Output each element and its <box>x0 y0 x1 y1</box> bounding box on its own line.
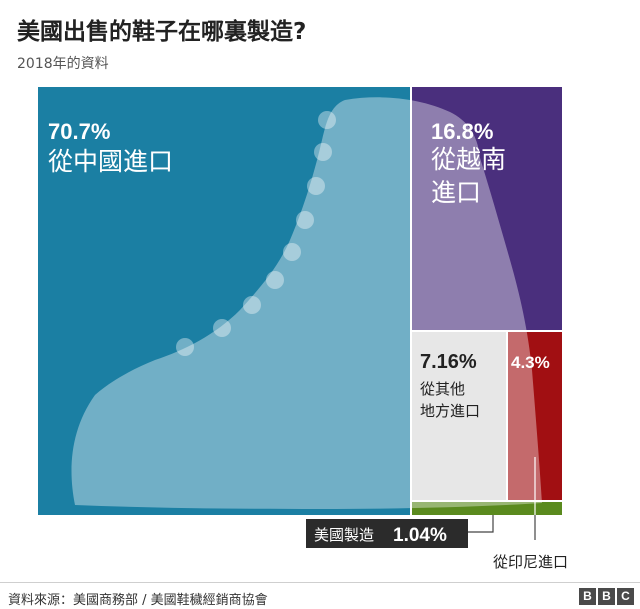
source-note: 資料來源：美國商務部 / 美國鞋穢經銷商協會 <box>8 593 268 608</box>
tile-other <box>411 331 507 501</box>
logo-letter-3: C <box>617 588 634 605</box>
chart-subtitle: 2018年的資料 <box>17 56 109 72</box>
label-other-pct: 7.16% <box>420 351 477 373</box>
tile-vietnam <box>411 87 562 331</box>
bbc-logo: B B C <box>579 588 634 605</box>
label-indonesia-pct: 4.3% <box>511 353 550 372</box>
tile-usa <box>411 501 562 515</box>
label-indonesia-name: 從印尼進口 <box>493 553 568 571</box>
chart-title: 美國出售的鞋子在哪裏製造? <box>17 19 307 45</box>
usa-callout-box <box>306 519 468 548</box>
footer-divider <box>0 582 640 583</box>
logo-letter-1: B <box>579 588 596 605</box>
label-china-pct: 70.7% <box>48 119 110 144</box>
boot-silhouette <box>71 97 542 510</box>
tile-china <box>38 87 411 515</box>
treemap-chart: 70.7% 從中國進口 16.8% 從越南 進口 7.16% 從其他 地方進口 … <box>38 87 568 571</box>
label-usa-pct: 1.04% <box>393 525 447 546</box>
logo-letter-2: B <box>598 588 615 605</box>
label-usa-name: 美國製造 <box>314 526 374 544</box>
label-other-name: 從其他 地方進口 <box>420 380 480 420</box>
label-vietnam-name: 從越南 進口 <box>431 145 514 207</box>
label-vietnam-pct: 16.8% <box>431 119 493 144</box>
label-china-name: 從中國進口 <box>48 147 173 176</box>
leader-line-usa <box>468 515 494 533</box>
tile-separators <box>410 87 562 515</box>
